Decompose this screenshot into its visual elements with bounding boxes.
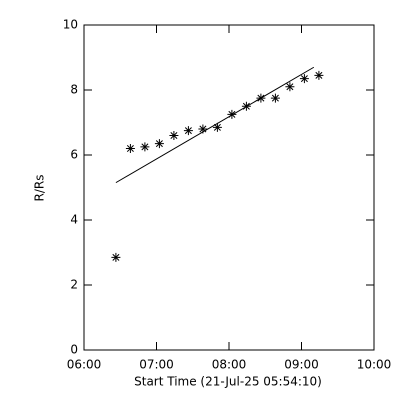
y-tick-label: 6	[70, 148, 78, 162]
x-tick-label: 08:00	[212, 358, 247, 372]
asterisk-stroke	[315, 71, 323, 79]
asterisk-stroke	[155, 140, 163, 148]
asterisk-point	[314, 70, 324, 80]
asterisk-point	[111, 252, 121, 262]
asterisk-point	[285, 82, 295, 92]
asterisk-stroke	[286, 83, 294, 91]
asterisk-stroke	[126, 144, 134, 153]
x-tick-label: 07:00	[139, 358, 174, 372]
x-tick-label: 06:00	[67, 358, 102, 372]
asterisk-point	[140, 142, 150, 152]
asterisk-point	[183, 126, 193, 136]
asterisk-stroke	[141, 143, 149, 151]
asterisk-stroke	[271, 94, 279, 102]
plot-frame	[83, 24, 375, 351]
asterisk-stroke	[184, 127, 192, 135]
asterisk-stroke	[170, 131, 178, 140]
y-tick-label: 0	[70, 343, 78, 357]
asterisk-stroke	[213, 123, 221, 131]
y-axis-label: R/Rs	[33, 175, 47, 202]
asterisk-stroke	[199, 125, 207, 133]
asterisk-point	[299, 74, 309, 84]
asterisk-point	[154, 139, 164, 149]
fit-line	[115, 66, 315, 184]
asterisk-stroke	[112, 253, 120, 261]
x-axis-label: Start Time (21-Jul-25 05:54:10)	[134, 375, 322, 389]
y-tick-label: 10	[63, 18, 78, 32]
x-tick-label: 09:00	[284, 358, 319, 372]
asterisk-point	[212, 122, 222, 132]
y-tick-label: 2	[70, 278, 78, 292]
asterisk-point	[125, 144, 135, 153]
y-tick-label: 8	[70, 83, 78, 97]
asterisk-point	[169, 131, 179, 140]
x-tick-label: 10:00	[357, 358, 392, 372]
y-tick-label: 4	[70, 213, 78, 227]
asterisk-point	[270, 93, 280, 103]
asterisk-stroke	[300, 75, 308, 83]
asterisk-point	[227, 109, 237, 119]
